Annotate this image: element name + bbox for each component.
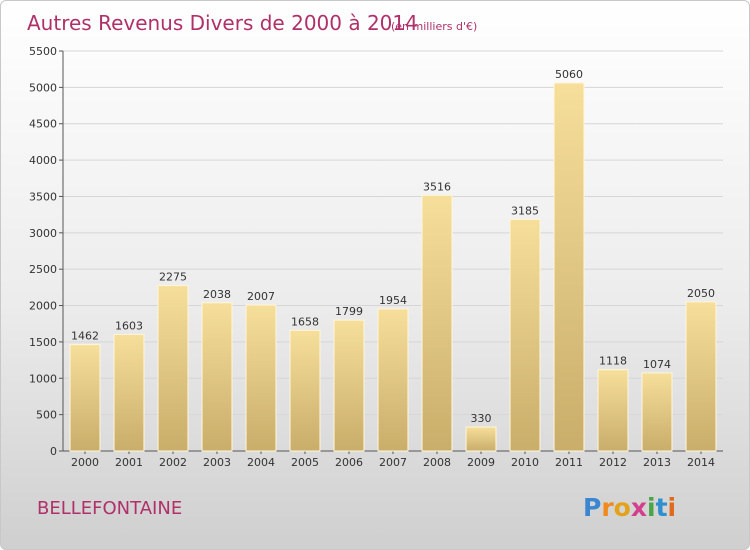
bar-2009 (465, 426, 497, 452)
brand-letter: x (631, 493, 647, 522)
y-tick-label: 4000 (29, 154, 57, 167)
x-tick-label: 2003 (203, 456, 231, 469)
y-tick-label: 1500 (29, 336, 57, 349)
y-tick-label: 5000 (29, 81, 57, 94)
data-label: 2275 (159, 271, 187, 284)
x-tick-label: 2000 (71, 456, 99, 469)
chart-subtitle: (en milliers d'€) (391, 20, 477, 33)
brand-letter: i (647, 493, 656, 522)
brand-letter: r (601, 493, 614, 522)
x-tick-label: 2006 (335, 456, 363, 469)
bar-2004 (245, 304, 277, 452)
bar-2006 (333, 319, 365, 452)
bar-2013 (641, 372, 673, 452)
y-tick-label: 1000 (29, 372, 57, 385)
bar-2011 (553, 82, 585, 452)
x-tick-label: 2004 (247, 456, 275, 469)
data-label: 330 (471, 412, 492, 425)
y-tick-label: 3500 (29, 190, 57, 203)
bar-2000 (69, 344, 101, 452)
x-tick-label: 2005 (291, 456, 319, 469)
data-label: 2007 (247, 290, 275, 303)
y-tick-label: 4500 (29, 118, 57, 131)
bar-2014 (685, 301, 717, 452)
data-label: 2050 (687, 287, 715, 300)
brand-letter: i (668, 493, 677, 522)
bar-2012 (597, 369, 629, 452)
bar-2005 (289, 329, 321, 452)
labels: 0 500 1000 1500 2000 2500 3000 3500 4000 4500 5000… (29, 45, 715, 469)
data-label: 1074 (643, 358, 671, 371)
brand-letter: P (583, 493, 601, 522)
data-label: 1799 (335, 305, 363, 318)
bars (69, 82, 717, 452)
chart-title: Autres Revenus Divers de 2000 à 2014 (27, 11, 418, 35)
bar-2002 (157, 285, 189, 452)
data-label: 1462 (71, 330, 99, 343)
y-tick-label: 2000 (29, 300, 57, 313)
bar-2010 (509, 218, 541, 452)
data-label: 1603 (115, 319, 143, 332)
x-tick-label: 2014 (687, 456, 715, 469)
x-tick-label: 2011 (555, 456, 583, 469)
bar-2007 (377, 308, 409, 452)
y-tick-label: 0 (50, 445, 57, 458)
brand-letter: t (656, 493, 668, 522)
x-tick-label: 2008 (423, 456, 451, 469)
x-tick-label: 2013 (643, 456, 671, 469)
x-tick-label: 2009 (467, 456, 495, 469)
data-label: 2038 (203, 288, 231, 301)
brand-logo: Proxiti (583, 493, 676, 522)
town-name: BELLEFONTAINE (37, 498, 182, 519)
x-tick-label: 2001 (115, 456, 143, 469)
y-tick-label: 5500 (29, 45, 57, 58)
y-tick-label: 2500 (29, 263, 57, 276)
data-label: 1954 (379, 294, 407, 307)
bar-2003 (201, 302, 233, 452)
y-tick-label: 500 (36, 409, 57, 422)
x-tick-label: 2012 (599, 456, 627, 469)
bar-2001 (113, 333, 145, 452)
bar-2008 (421, 194, 453, 452)
data-label: 3516 (423, 180, 451, 193)
x-tick-label: 2010 (511, 456, 539, 469)
x-tick-label: 2002 (159, 456, 187, 469)
x-tick-label: 2007 (379, 456, 407, 469)
data-label: 1658 (291, 315, 319, 328)
data-label: 5060 (555, 68, 583, 81)
data-label: 3185 (511, 204, 539, 217)
y-tick-label: 3000 (29, 227, 57, 240)
brand-letter: o (614, 493, 631, 522)
data-label: 1118 (599, 355, 627, 368)
